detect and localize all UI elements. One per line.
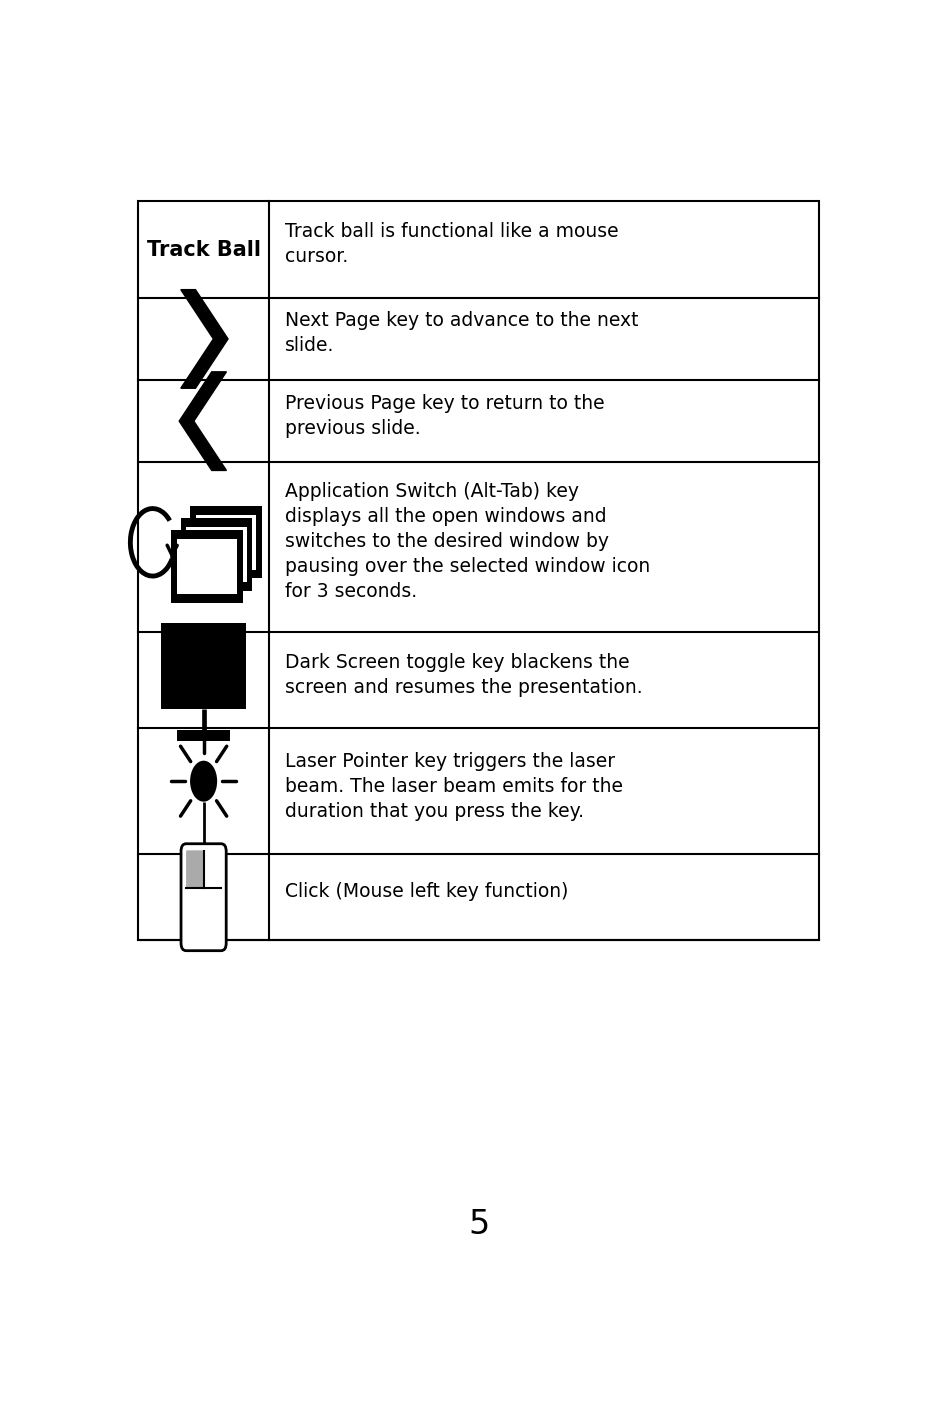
FancyBboxPatch shape: [186, 851, 205, 888]
Bar: [177, 539, 237, 595]
Polygon shape: [181, 290, 228, 388]
Bar: [195, 515, 256, 571]
Text: Laser Pointer key triggers the laser
beam. The laser beam emits for the
duration: Laser Pointer key triggers the laser bea…: [285, 751, 623, 821]
FancyBboxPatch shape: [181, 844, 226, 951]
Bar: [177, 730, 230, 741]
Text: Application Switch (Alt-Tab) key
displays all the open windows and
switches to t: Application Switch (Alt-Tab) key display…: [285, 482, 650, 601]
Bar: [138, 202, 819, 941]
Text: Track ball is functional like a mouse
cursor.: Track ball is functional like a mouse cu…: [285, 222, 618, 266]
Text: Track Ball: Track Ball: [147, 239, 261, 259]
Bar: [186, 527, 247, 582]
Bar: [161, 623, 247, 709]
Bar: [180, 518, 252, 591]
Text: 5: 5: [468, 1208, 489, 1241]
Polygon shape: [179, 371, 226, 471]
Text: Next Page key to advance to the next
slide.: Next Page key to advance to the next sli…: [285, 312, 638, 356]
Circle shape: [191, 761, 217, 801]
Bar: [171, 531, 243, 602]
Text: Previous Page key to return to the
previous slide.: Previous Page key to return to the previ…: [285, 394, 604, 438]
Text: Dark Screen toggle key blackens the
screen and resumes the presentation.: Dark Screen toggle key blackens the scre…: [285, 653, 643, 697]
Text: Click (Mouse left key function): Click (Mouse left key function): [285, 882, 568, 901]
Bar: [191, 507, 262, 579]
